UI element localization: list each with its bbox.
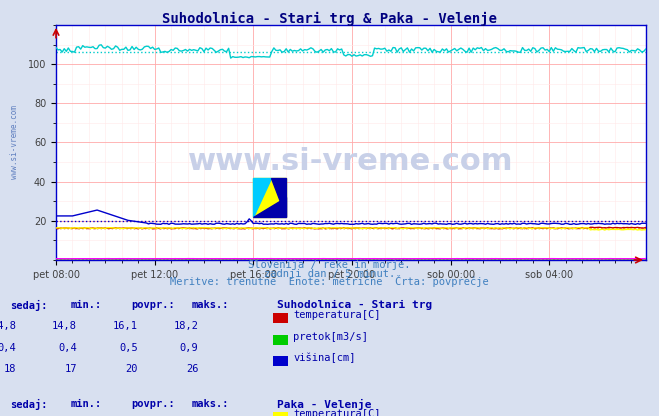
Text: Paka - Velenje: Paka - Velenje — [277, 399, 371, 410]
Text: 0,9: 0,9 — [180, 343, 198, 353]
Text: min.:: min.: — [71, 399, 101, 409]
Text: 17: 17 — [65, 364, 77, 374]
Bar — [253, 178, 286, 217]
Text: Suhodolnica - Stari trg: Suhodolnica - Stari trg — [277, 300, 432, 310]
Text: sedaj:: sedaj: — [10, 399, 47, 410]
Text: 16,1: 16,1 — [113, 321, 138, 331]
Text: sedaj:: sedaj: — [10, 300, 47, 311]
Text: 0,4: 0,4 — [59, 343, 77, 353]
Text: maks.:: maks.: — [192, 399, 229, 409]
Text: www.si-vreme.com: www.si-vreme.com — [11, 106, 19, 179]
Text: temperatura[C]: temperatura[C] — [293, 409, 381, 416]
Polygon shape — [253, 197, 286, 217]
Text: 26: 26 — [186, 364, 198, 374]
Text: višina[cm]: višina[cm] — [293, 353, 356, 363]
Polygon shape — [272, 178, 286, 217]
Text: 0,4: 0,4 — [0, 343, 16, 353]
Text: povpr.:: povpr.: — [131, 399, 175, 409]
Text: min.:: min.: — [71, 300, 101, 310]
Text: 14,8: 14,8 — [52, 321, 77, 331]
Text: www.si-vreme.com: www.si-vreme.com — [188, 147, 513, 176]
Polygon shape — [253, 178, 272, 217]
Text: Meritve: trenutne  Enote: metrične  Črta: povprečje: Meritve: trenutne Enote: metrične Črta: … — [170, 275, 489, 287]
Text: povpr.:: povpr.: — [131, 300, 175, 310]
Text: pretok[m3/s]: pretok[m3/s] — [293, 332, 368, 342]
Text: zadnji dan / 5 minut.: zadnji dan / 5 minut. — [264, 269, 395, 279]
Text: 14,8: 14,8 — [0, 321, 16, 331]
Text: maks.:: maks.: — [192, 300, 229, 310]
Text: temperatura[C]: temperatura[C] — [293, 310, 381, 320]
Text: Slovenija / reke in morje.: Slovenija / reke in morje. — [248, 260, 411, 270]
Text: 18,2: 18,2 — [173, 321, 198, 331]
Text: 20: 20 — [125, 364, 138, 374]
Text: 18: 18 — [4, 364, 16, 374]
Text: Suhodolnica - Stari trg & Paka - Velenje: Suhodolnica - Stari trg & Paka - Velenje — [162, 12, 497, 26]
Text: 0,5: 0,5 — [119, 343, 138, 353]
